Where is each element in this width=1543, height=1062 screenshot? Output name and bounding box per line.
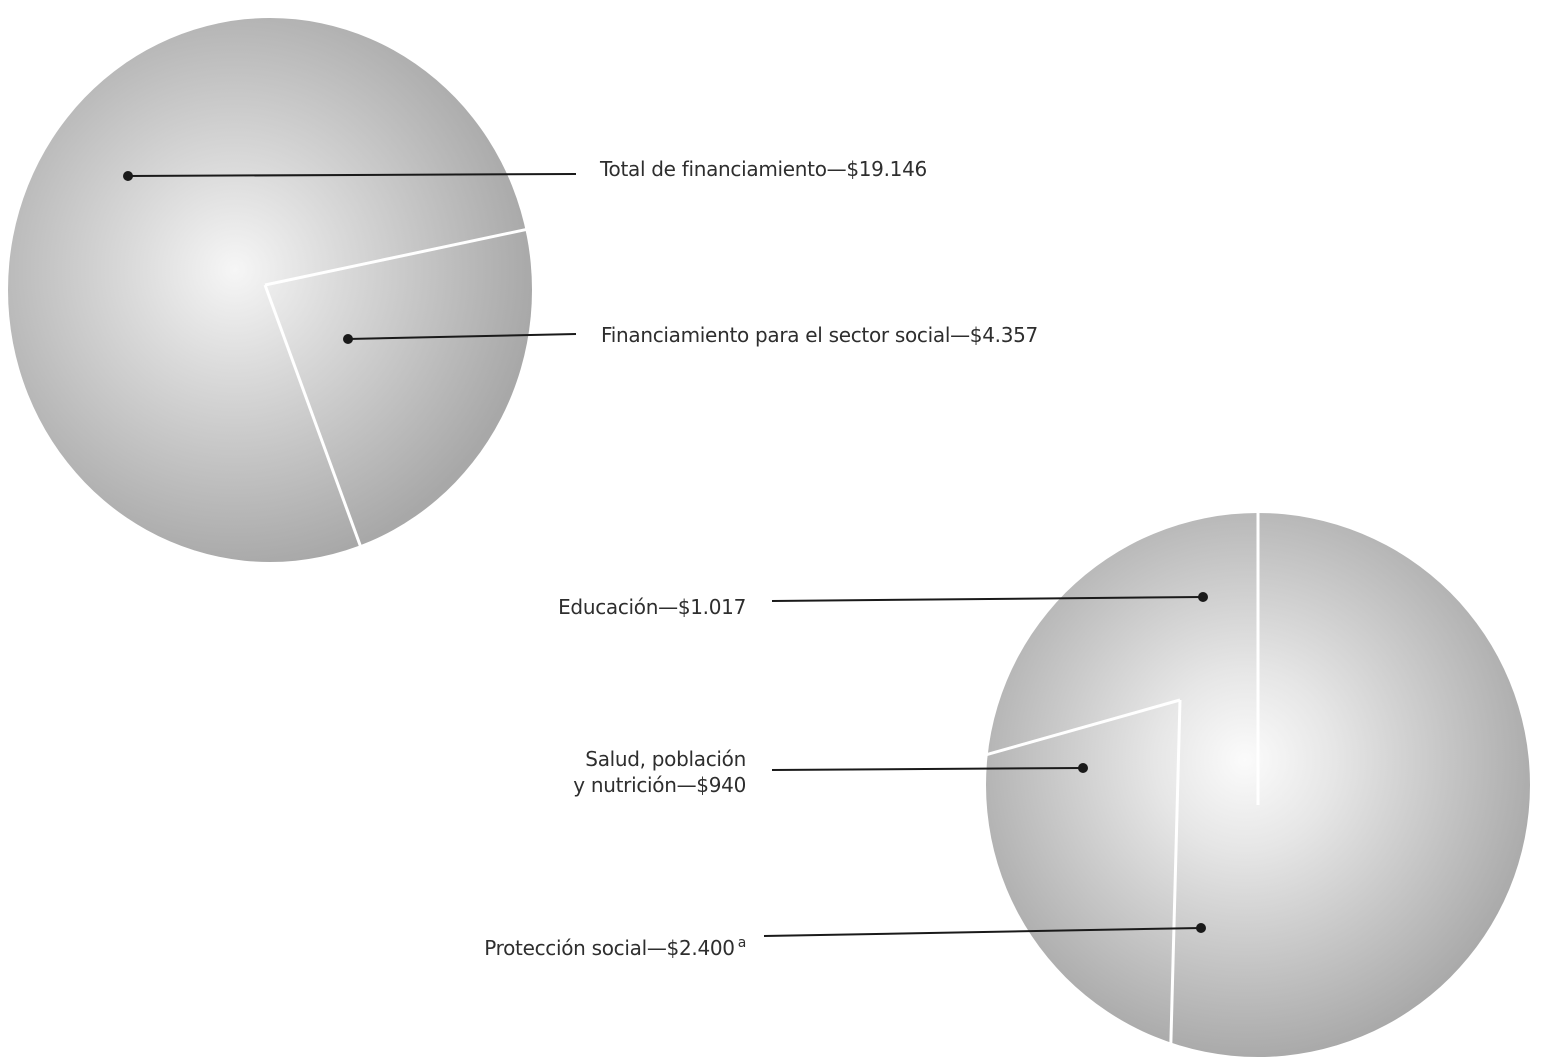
pie-total-financing [8, 18, 540, 562]
slice-divider-1 [264, 225, 540, 287]
label-social-protection-text: Protección social—$2.400 [484, 936, 735, 960]
label-health-line-2: y nutrición—$940 [573, 773, 746, 797]
leader-lines [123, 171, 1208, 937]
pie-total-financing-disc [8, 18, 532, 562]
label-health-line-1: Salud, población [585, 747, 746, 771]
leader-line-total-de-financiamiento [127, 173, 577, 177]
leader-dot-salud-poblacion-y-nutricion [1078, 763, 1088, 773]
footnote-marker: a [737, 935, 747, 951]
breakdown-divider-3 [1169, 699, 1182, 1049]
label-social-sector-financing: Financiamiento para el sector social—$4.… [601, 323, 1038, 347]
label-health-population-nutrition: Salud, población y nutrición—$940 [573, 746, 746, 798]
slice-divider-2 [263, 284, 363, 549]
label-total-financing: Total de financiamiento—$19.146 [600, 157, 927, 181]
label-education: Educación—$1.017 [558, 595, 746, 619]
leader-dot-educacion [1198, 592, 1208, 602]
leader-line-educacion [771, 596, 1204, 602]
label-social-protection: Protección social—$2.400 a [484, 930, 746, 961]
leader-dot-total-de-financiamiento [123, 171, 133, 181]
leader-dot-proteccion-social [1196, 923, 1206, 933]
leader-dot-financiamiento-para-el-sector-social [343, 334, 353, 344]
leader-line-salud-poblacion-y-nutricion [771, 767, 1084, 771]
breakdown-divider-2 [981, 698, 1181, 758]
leader-line-financiamiento-para-el-sector-social [347, 333, 577, 340]
pie-social-sector-breakdown [981, 513, 1530, 1057]
leader-line-proteccion-social [763, 927, 1202, 937]
